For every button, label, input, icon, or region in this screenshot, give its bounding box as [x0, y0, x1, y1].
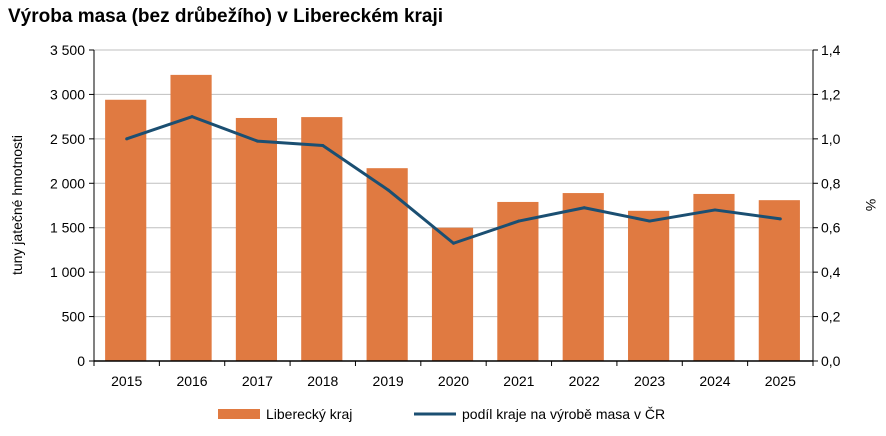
y2-tick-label: 1,0 [821, 131, 841, 147]
y2-axis-label: % [863, 199, 879, 211]
y2-tick-label: 1,2 [821, 86, 841, 102]
bar [105, 99, 147, 361]
chart-title: Výroba masa (bez drůbežího) v Libereckém… [8, 6, 444, 27]
bar [301, 117, 343, 361]
line-point [255, 139, 259, 143]
bar [628, 210, 670, 361]
bar [235, 117, 278, 362]
y2-tick-label: 0,8 [821, 175, 841, 191]
legend-swatch-bar [218, 409, 260, 419]
line-point [190, 115, 194, 119]
bar [431, 227, 474, 361]
x-tick-label: 2022 [569, 373, 600, 389]
y2-tick-label: 1,4 [821, 42, 841, 58]
line-point [321, 144, 325, 148]
y2-tick-label: 0,2 [821, 309, 841, 325]
line-point [778, 217, 782, 221]
line-point [452, 241, 455, 245]
y-axis-label: tuny jatečné hmotnosti [9, 135, 25, 275]
line-point [582, 206, 586, 210]
x-tick-label: 2017 [242, 373, 273, 389]
y2-tick-label: 0,0 [821, 353, 841, 369]
line-point [648, 219, 652, 223]
bar [366, 168, 408, 361]
y-tick-label: 3 500 [50, 42, 85, 58]
x-tick-label: 2025 [765, 373, 796, 389]
x-tick-label: 2016 [176, 373, 207, 389]
y-tick-label: 0 [77, 353, 85, 369]
x-tick-label: 2024 [699, 373, 730, 389]
y2-tick-label: 0,6 [821, 220, 841, 236]
legend-label: podíl kraje na výrobě masa v ČR [462, 406, 665, 422]
x-tick-label: 2018 [307, 373, 338, 389]
y-tick-label: 2 000 [50, 175, 85, 191]
x-tick-label: 2023 [634, 373, 665, 389]
line-point [125, 137, 129, 141]
y-tick-label: 3 000 [50, 86, 85, 102]
x-tick-label: 2020 [438, 373, 469, 389]
bar [693, 193, 735, 361]
line-series [126, 115, 781, 245]
x-tick-label: 2015 [111, 373, 142, 389]
y2-tick-label: 0,4 [821, 264, 841, 280]
line-point [713, 208, 717, 212]
bar [758, 200, 800, 361]
x-tick-label: 2019 [373, 373, 404, 389]
bar [562, 193, 604, 361]
y-tick-label: 1 000 [50, 264, 85, 280]
legend-label: Liberecký kraj [266, 406, 352, 422]
x-tick-label: 2021 [503, 373, 534, 389]
y-tick-label: 2 500 [50, 131, 85, 147]
y-tick-label: 500 [62, 309, 86, 325]
bar [497, 201, 539, 361]
y-tick-label: 1 500 [50, 220, 85, 236]
line-point [386, 188, 390, 192]
line-point [517, 219, 521, 223]
